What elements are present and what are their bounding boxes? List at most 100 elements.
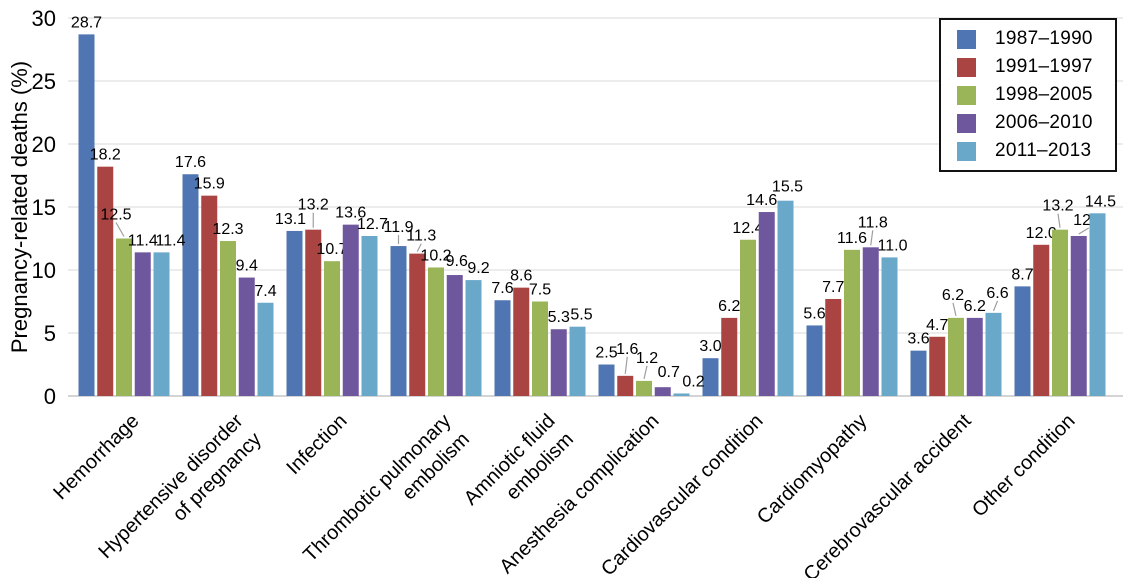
bar-value-label: 2.5 (595, 345, 617, 362)
legend-item: 1987–1990 (957, 28, 1115, 50)
legend-swatch-icon (957, 29, 976, 49)
bar-value-label: 14.6 (746, 192, 777, 209)
label-leader-line (870, 230, 874, 246)
y-tick-label: 5 (44, 321, 56, 346)
bar (1033, 244, 1050, 396)
bar (78, 34, 95, 396)
bar (806, 325, 823, 396)
bar (446, 275, 463, 396)
y-tick-label: 10 (32, 258, 56, 283)
bar-value-label: 6.2 (942, 287, 964, 304)
bar-value-label: 9.2 (467, 260, 489, 277)
bar-value-label: 5.3 (548, 309, 570, 326)
bar-value-label: 10.2 (420, 247, 451, 264)
bar (881, 257, 898, 396)
bar (1089, 213, 1106, 396)
bar (948, 317, 964, 396)
bar (862, 247, 879, 396)
bar-value-label: 11.0 (878, 237, 908, 254)
bar-value-label: 7.6 (491, 280, 513, 297)
bar (238, 277, 255, 396)
bar-value-label: 28.7 (71, 14, 102, 31)
bar (966, 317, 983, 396)
x-category-label: Cardiomyopathy (753, 410, 872, 529)
bar (465, 280, 482, 396)
bar-value-label: 12.0 (1026, 225, 1057, 242)
bar (153, 252, 170, 396)
label-leader-line (416, 243, 422, 252)
bar (532, 301, 548, 396)
legend-label: 1991–1997 (995, 56, 1093, 77)
bar-value-label: 0.7 (658, 364, 680, 381)
bar-value-label: 6.6 (986, 285, 1008, 302)
label-leader-line (1057, 213, 1061, 228)
bar (844, 249, 860, 396)
legend-label: 2006–2010 (995, 112, 1093, 133)
bar (929, 336, 946, 396)
bar-value-label: 17.6 (175, 154, 206, 171)
bar-value-label: 13.2 (1042, 198, 1073, 215)
label-leader-line (992, 300, 999, 312)
label-leader-line (624, 356, 628, 374)
bar (1052, 229, 1068, 396)
bar (569, 326, 586, 396)
bar (1014, 286, 1031, 396)
bar-value-label: 7.4 (254, 283, 276, 300)
y-axis-title: Pregnancy-related deaths (%) (7, 60, 32, 354)
bar-value-label: 6.2 (964, 298, 986, 315)
bar-value-label: 11.8 (858, 214, 888, 231)
bar (617, 375, 634, 396)
bar (324, 261, 340, 396)
bar-value-label: 14.5 (1085, 193, 1116, 210)
bar-value-label: 3.0 (699, 338, 721, 355)
x-category-label: Infection (283, 410, 352, 479)
bar-value-label: 8.6 (510, 268, 532, 285)
label-leader-line (1078, 227, 1090, 235)
bar (201, 195, 218, 396)
legend-swatch-icon (957, 113, 976, 133)
bar-value-label: 3.6 (907, 331, 929, 348)
bar-value-label: 7.7 (822, 279, 844, 296)
x-category-label: Hemorrhage (49, 410, 143, 504)
bar-value-label: 12.4 (732, 220, 763, 237)
bar (134, 252, 151, 396)
label-leader-line (115, 222, 125, 237)
bar-value-label: 9.4 (236, 258, 258, 275)
legend-label: 2011–2013 (995, 140, 1092, 161)
bar-value-label: 12.3 (212, 221, 243, 238)
bar-value-label: 4.7 (926, 317, 948, 334)
bar-value-label: 11.4 (128, 232, 158, 249)
bar (702, 358, 719, 396)
y-tick-label: 20 (32, 132, 56, 157)
y-tick-label: 25 (32, 69, 56, 94)
bar (598, 364, 615, 396)
bar (342, 224, 359, 396)
bar-value-label: 11.3 (406, 228, 436, 245)
bar (513, 287, 530, 396)
bar (673, 393, 690, 396)
bar-value-label: 1.2 (636, 350, 658, 367)
bar (550, 329, 567, 396)
bar-value-label: 6.2 (718, 298, 740, 315)
legend-item: 1991–1997 (957, 56, 1115, 78)
legend-swatch-icon (957, 85, 976, 105)
label-leader-line (643, 365, 648, 380)
bar-value-label: 8.7 (1011, 266, 1033, 283)
bar-value-label: 12.7 (357, 216, 388, 233)
legend-item: 1998–2005 (957, 84, 1115, 106)
x-category-label: Cerebrovascular accident (800, 410, 976, 578)
bar-value-label: 10.7 (316, 241, 347, 258)
bar-value-label: 13.2 (298, 197, 329, 214)
bar-value-label: 11.9 (384, 219, 414, 236)
bar-value-label: 15.9 (194, 176, 225, 193)
bar (257, 302, 274, 396)
label-leader-line (952, 302, 957, 317)
bar (182, 174, 199, 396)
bar (910, 350, 927, 396)
legend-swatch-icon (957, 141, 976, 161)
bar-value-label: 5.6 (803, 305, 825, 322)
bar (654, 387, 671, 396)
bar (825, 298, 842, 396)
bar (361, 235, 378, 396)
